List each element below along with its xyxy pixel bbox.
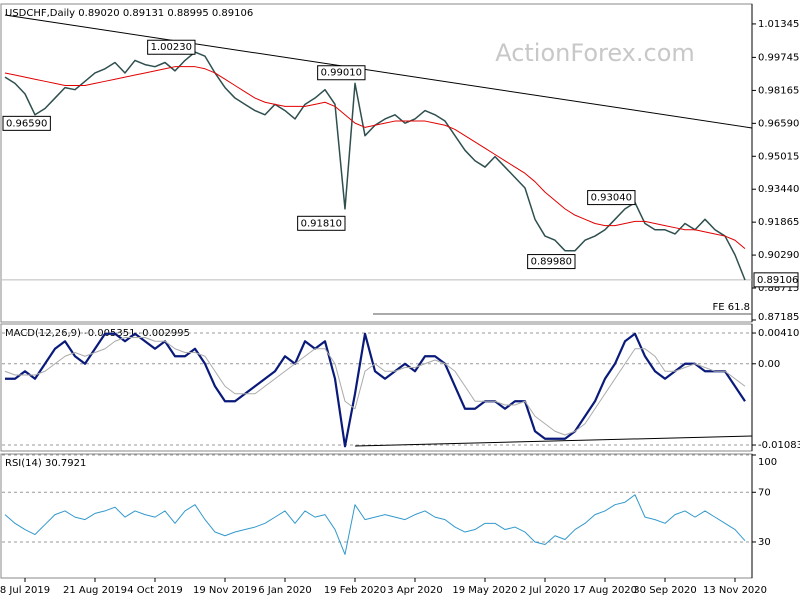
annotation-label: 1.00230 [151,42,192,53]
series-line [5,332,746,448]
annotation-label: 0.99010 [321,68,362,79]
panel-frame [0,453,753,579]
y-tick-label: -0.010833 [758,440,800,451]
y-tick-label: 100 [758,457,777,468]
trend-line [4,14,753,129]
annotation-label: 0.89980 [531,257,572,268]
series-line [4,66,746,249]
x-tick-label: 8 Jul 2019 [0,585,50,596]
x-tick-label: 19 Feb 2020 [324,585,386,596]
y-tick-label: 1.01345 [758,19,799,30]
y-tick-label: 0.90290 [758,250,799,261]
y-tick-label: 0.00 [758,359,780,370]
x-tick-label: 19 May 2020 [452,585,517,596]
x-tick-label: 21 Aug 2019 [63,585,127,596]
series-line [4,51,746,281]
y-tick-label: 0.99745 [758,52,799,63]
y-tick-label: 70 [758,487,771,498]
y-tick-label: 0.98165 [758,85,799,96]
watermark: ActionForex.com [495,39,695,67]
annotation-label: 0.91810 [301,218,342,229]
y-tick-label: 30 [758,537,771,548]
annotation-label: 0.96590 [6,118,47,129]
x-tick-label: 3 Apr 2020 [387,585,442,596]
annotation-label: 0.93040 [591,193,632,204]
x-tick-label: 4 Oct 2019 [127,585,182,596]
line-label: FE 61.8 [712,302,750,313]
x-tick-label: 30 Sep 2020 [633,585,696,596]
annotation-box [2,115,51,131]
series-line [4,494,746,555]
y-tick-label: 0.88715 [758,283,799,294]
annotation-box [297,215,346,231]
panel-title: USDCHF,Daily 0.89020 0.89131 0.88995 0.8… [5,8,253,19]
annotation-box [587,190,636,206]
panel-title: RSI(14) 30.7921 [5,458,86,469]
annotation-box [527,254,576,270]
x-tick-label: 13 Nov 2020 [703,585,767,596]
annotation-box [317,65,366,81]
x-tick-label: 6 Jan 2020 [258,585,312,596]
last-price-box [753,272,799,288]
x-tick-label: 2 Jul 2020 [520,585,570,596]
y-tick-label: 0.004101 [758,328,800,339]
y-tick-label: 0.95015 [758,151,799,162]
panel-title: MACD(12,26,9) -0.005351 -0.002995 [5,328,190,339]
x-tick-label: 19 Nov 2019 [193,585,257,596]
y-tick-label: 0.96590 [758,118,799,129]
trend-line [354,435,753,447]
y-tick-label: 0.91865 [758,217,799,228]
last-price-label: 0.89106 [757,275,798,286]
x-tick-label: 17 Aug 2020 [573,585,637,596]
y-tick-label: 0.87185 [758,312,799,323]
series-line [4,337,746,436]
annotation-box [147,39,196,55]
y-tick-label: 0.93440 [758,184,799,195]
